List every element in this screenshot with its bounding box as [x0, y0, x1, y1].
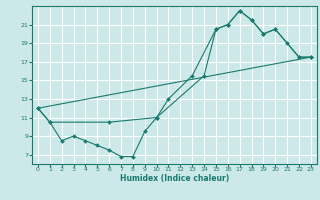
X-axis label: Humidex (Indice chaleur): Humidex (Indice chaleur) [120, 174, 229, 183]
